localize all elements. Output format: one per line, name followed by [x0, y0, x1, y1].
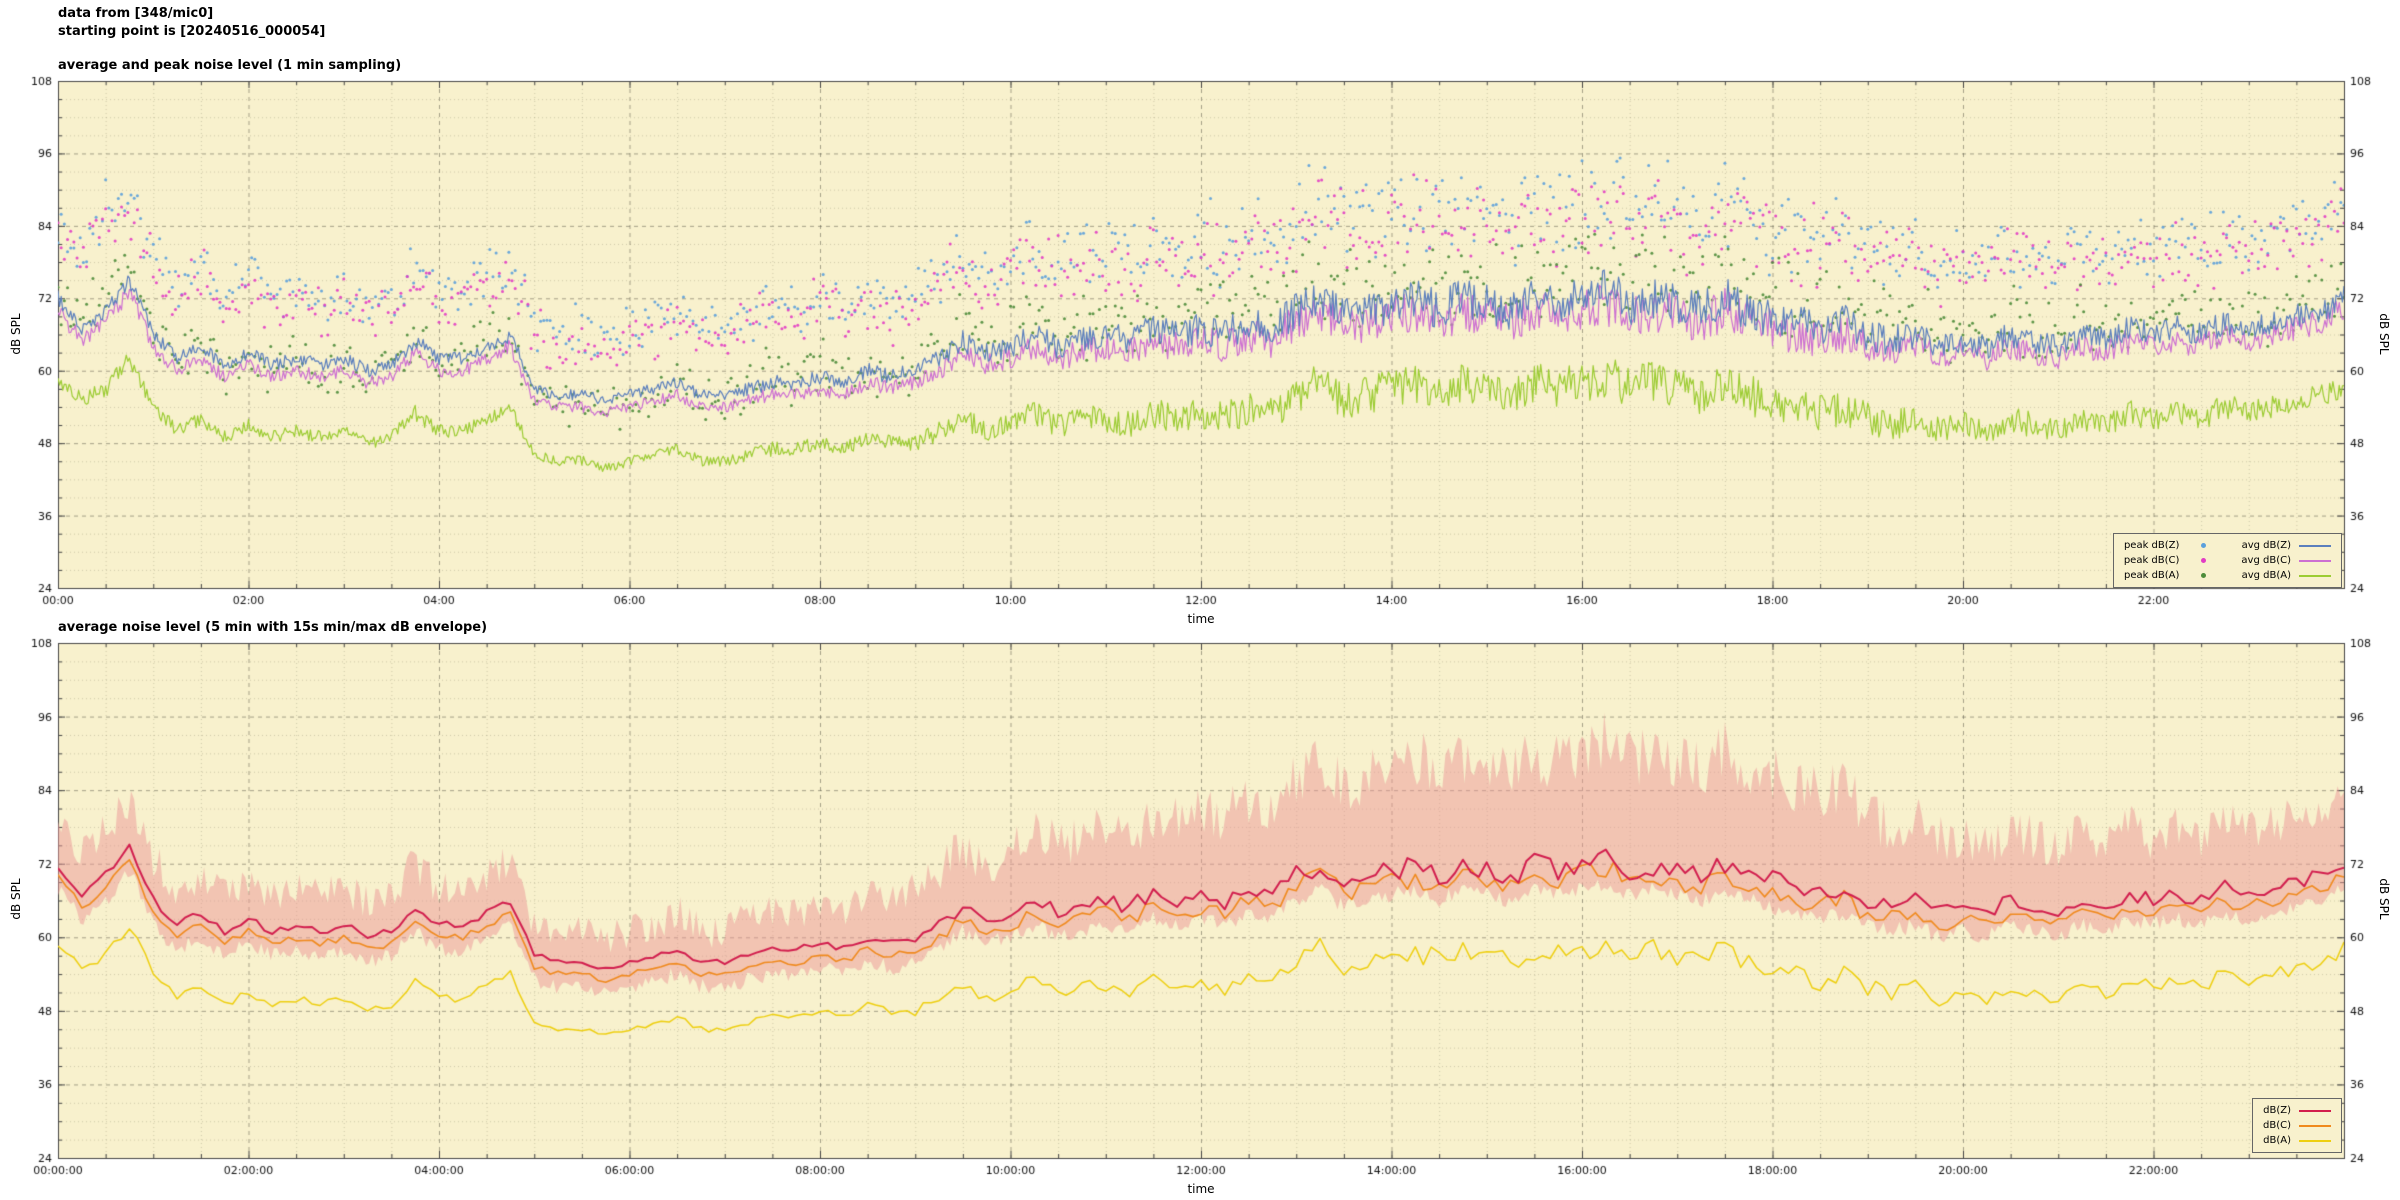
- legend-item-dbz: dB(Z): [2263, 1103, 2331, 1118]
- chart2-legend-column: dB(Z) dB(C) dB(A): [2263, 1103, 2331, 1148]
- header-data-source: data from [348/mic0]: [58, 6, 214, 21]
- peak-dbz-marker-icon: [2187, 541, 2219, 551]
- chart1-ylabel-right: dB SPL: [2377, 313, 2391, 355]
- legend-item-avg-dbc: avg dB(C): [2241, 553, 2331, 568]
- avg-dbz-line-icon: [2299, 541, 2331, 551]
- chart1-legend: peak dB(Z) peak dB(C) peak dB(A) avg dB(…: [2112, 533, 2342, 588]
- chart2-title: average noise level (5 min with 15s min/…: [58, 620, 488, 635]
- legend-item-peak-dbc: peak dB(C): [2124, 553, 2220, 568]
- dbc-line-icon: [2299, 1121, 2331, 1131]
- avg-dba-line-icon: [2299, 571, 2331, 581]
- avg-dbc-line-icon: [2299, 556, 2331, 566]
- legend-item-peak-dba: peak dB(A): [2124, 568, 2220, 583]
- legend-label-dba: dB(A): [2263, 1135, 2291, 1146]
- legend-item-avg-dbz: avg dB(Z): [2241, 538, 2331, 553]
- legend-item-peak-dbz: peak dB(Z): [2124, 538, 2220, 553]
- chart1-ylabel-left: dB SPL: [9, 313, 23, 355]
- dbz-line-icon: [2299, 1106, 2331, 1116]
- peak-dbc-marker-icon: [2187, 556, 2219, 566]
- chart1-xlabel: time: [1187, 612, 1215, 626]
- legend-label-peak-dbz: peak dB(Z): [2123, 540, 2180, 551]
- header-start-point: starting point is [20240516_000054]: [58, 24, 326, 39]
- legend-label-avg-dba: avg dB(A): [2241, 570, 2291, 581]
- legend-label-peak-dbc: peak dB(C): [2123, 555, 2180, 566]
- chart1-legend-peak-column: peak dB(Z) peak dB(C) peak dB(A): [2124, 538, 2220, 583]
- chart2-ylabel-right: dB SPL: [2377, 878, 2391, 920]
- legend-item-dba: dB(A): [2263, 1133, 2331, 1148]
- dba-line-icon: [2299, 1136, 2331, 1146]
- chart1-title: average and peak noise level (1 min samp…: [58, 58, 402, 73]
- peak-dba-marker-icon: [2187, 571, 2219, 581]
- legend-label-avg-dbc: avg dB(C): [2241, 555, 2291, 566]
- legend-label-peak-dba: peak dB(A): [2123, 570, 2180, 581]
- legend-label-dbc: dB(C): [2263, 1120, 2291, 1131]
- chart2-ylabel-left: dB SPL: [9, 878, 23, 920]
- legend-label-avg-dbz: avg dB(Z): [2241, 540, 2291, 551]
- legend-item-dbc: dB(C): [2263, 1118, 2331, 1133]
- chart1-legend-avg-column: avg dB(Z) avg dB(C) avg dB(A): [2241, 538, 2331, 583]
- legend-item-avg-dba: avg dB(A): [2241, 568, 2331, 583]
- chart2-legend: dB(Z) dB(C) dB(A): [2252, 1098, 2342, 1153]
- chart2-xlabel: time: [1187, 1182, 1215, 1196]
- legend-label-dbz: dB(Z): [2263, 1105, 2291, 1116]
